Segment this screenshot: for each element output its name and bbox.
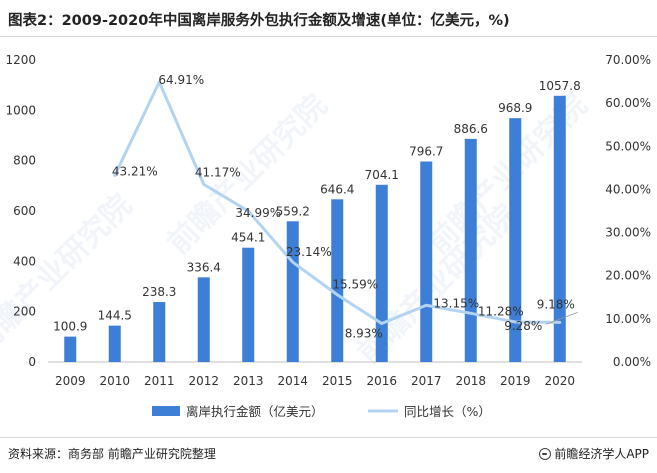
x-tick-label: 2013 (233, 374, 264, 388)
growth-line (113, 80, 562, 325)
y-left-tick-label: 1000 (5, 103, 36, 117)
line-value-label: 9.18% (537, 297, 575, 311)
y-right-tick-label: 20.00% (605, 269, 651, 283)
bar-value-label: 454.1 (231, 231, 265, 245)
bar-value-label: 336.4 (187, 260, 221, 274)
bar (242, 247, 255, 362)
bar-value-label: 559.2 (276, 204, 310, 218)
y-right-tick-label: 40.00% (605, 182, 651, 196)
bar-value-label: 886.6 (454, 122, 488, 136)
bar (331, 199, 344, 362)
y-right-tick-label: 10.00% (605, 312, 651, 326)
y-right-tick-label: 0.00% (613, 355, 651, 369)
legend-line-label: 同比增长（%） (404, 404, 491, 419)
chart-canvas: 0 200 400 600 800 1000 1200 0.00% 10.00% 20.00% 30… (5, 53, 651, 419)
bar-value-label: 100.9 (53, 320, 87, 334)
y-left-tick-label: 600 (13, 204, 36, 218)
x-tick-label: 2012 (188, 374, 219, 388)
line-value-label: 13.15% (433, 296, 479, 310)
y-left-tick-label: 0 (28, 355, 36, 369)
line-value-label: 11.28% (478, 304, 524, 318)
bar (286, 221, 299, 362)
x-tick-label: 2015 (322, 374, 353, 388)
line-value-label: 43.21% (112, 165, 158, 179)
bar (509, 118, 522, 363)
bar (420, 161, 433, 362)
bar-value-label: 796.7 (409, 144, 443, 158)
label-leader-line (545, 312, 578, 325)
line-value-label: 9.28% (504, 319, 542, 333)
y-right-tick-label: 70.00% (605, 53, 651, 67)
line-value-label: 34.99% (235, 206, 281, 220)
x-tick-label: 2010 (99, 374, 130, 388)
footer-divider (0, 437, 657, 438)
bar (553, 95, 566, 363)
x-tick-label: 2011 (144, 374, 175, 388)
brand-label: 前瞻经济学人APP (554, 447, 649, 461)
legend-bar-label: 离岸执行金额（亿美元） (186, 404, 324, 419)
x-tick-label: 2016 (366, 374, 397, 388)
x-tick-label: 2020 (544, 374, 575, 388)
bar-value-label: 968.9 (498, 101, 532, 115)
x-tick-label: 2014 (277, 374, 308, 388)
title-divider (0, 36, 657, 37)
line-value-label: 8.93% (345, 326, 383, 340)
chart-title: 图表2：2009-2020年中国离岸服务外包执行金额及增速(单位：亿美元，%) (8, 13, 510, 29)
y-right-tick-label: 50.00% (605, 139, 651, 153)
bar-value-label: 238.3 (142, 285, 176, 299)
line-value-label: 41.17% (195, 165, 241, 179)
brand-logo-icon (539, 447, 552, 460)
x-tick-label: 2019 (500, 374, 531, 388)
y-left-tick-label: 1200 (5, 53, 36, 67)
bar-value-label: 144.5 (98, 309, 132, 323)
y-left-tick-label: 800 (13, 154, 36, 168)
bar (464, 138, 477, 362)
source-note: 资料来源：商务部 前瞻产业研究院整理 (8, 447, 216, 461)
y-left-tick-label: 200 (13, 305, 36, 319)
y-left-tick-label: 400 (13, 254, 36, 268)
x-tick-label: 2018 (455, 374, 486, 388)
bar (375, 184, 388, 362)
bar-value-label: 646.4 (320, 182, 354, 196)
legend-bar-swatch (152, 406, 180, 416)
y-right-tick-label: 60.00% (605, 96, 651, 110)
line-value-label: 15.59% (332, 278, 378, 292)
bar (153, 302, 166, 362)
y-right-tick-label: 30.00% (605, 226, 651, 240)
line-value-label: 23.14% (286, 245, 332, 259)
bar-value-label: 1057.8 (539, 79, 581, 93)
x-tick-label: 2017 (411, 374, 442, 388)
brand: 前瞻经济学人APP (539, 445, 649, 462)
bar (197, 277, 210, 362)
bar (108, 325, 121, 362)
line-value-label: 64.91% (158, 73, 204, 87)
bar (64, 336, 77, 362)
bar-value-label: 704.1 (365, 168, 399, 182)
x-tick-label: 2009 (55, 374, 86, 388)
